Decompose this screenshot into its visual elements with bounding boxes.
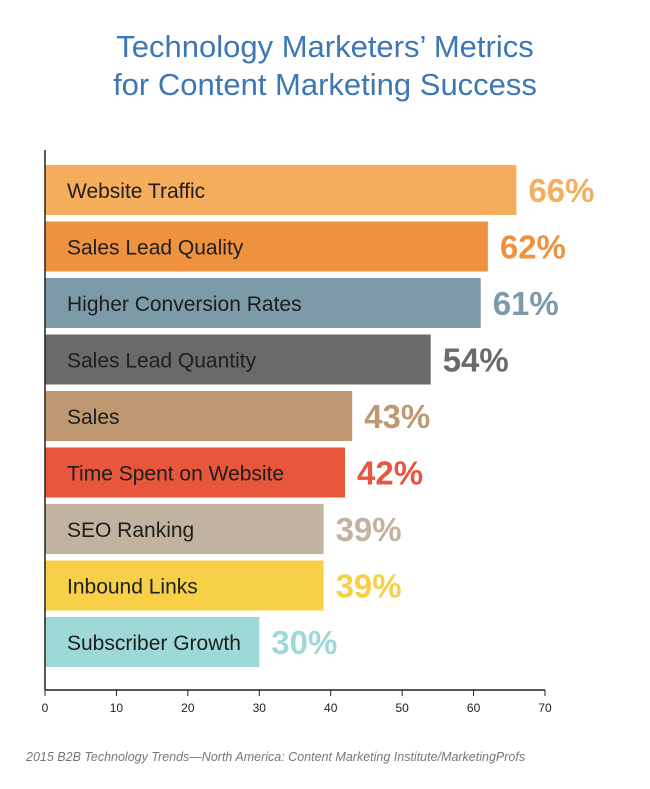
chart-title-line-1: Technology Marketers’ Metrics [116,29,534,64]
x-tick-label: 60 [467,701,481,715]
bar-category-label: Inbound Links [67,576,198,599]
bar [45,447,345,498]
bar-value-label: 61% [493,285,559,322]
bar [45,278,481,328]
chart-title: Technology Marketers’ Metrics for Conten… [0,28,650,104]
bar [45,221,488,272]
x-tick-label: 20 [181,701,195,715]
bar-value-label: 30% [271,624,337,661]
x-tick-label: 70 [538,701,552,715]
bar-category-label: Time Spent on Website [67,463,284,486]
bar-value-label: 42% [357,455,423,492]
bar-category-label: Website Traffic [67,180,205,203]
bar-value-label: 39% [336,568,402,605]
bar [45,617,260,667]
x-tick-label: 50 [395,701,409,715]
x-tick-label: 10 [110,701,124,715]
chart-title-line-2: for Content Marketing Success [113,67,537,102]
bar-category-label: Higher Conversion Rates [67,293,302,316]
x-tick-label: 0 [42,701,49,715]
bar-category-label: Sales Lead Quality [67,237,244,260]
bar-value-label: 54% [443,342,509,379]
bar [45,334,431,385]
x-tick-label: 30 [253,701,267,715]
source-note: 2015 B2B Technology Trends—North America… [26,750,526,764]
bar-value-label: 39% [336,511,402,548]
bar-category-label: Sales [67,406,120,429]
bar-category-label: Subscriber Growth [67,632,241,655]
bar [45,560,324,611]
bar-value-label: 66% [528,172,594,209]
bar [45,391,353,441]
x-tick-label: 40 [324,701,338,715]
bar [45,504,324,554]
bar-category-label: Sales Lead Quantity [67,350,257,373]
bar-category-label: SEO Ranking [67,519,194,542]
bar-value-label: 43% [364,398,430,435]
bar-value-label: 62% [500,229,566,266]
bar [45,165,517,215]
